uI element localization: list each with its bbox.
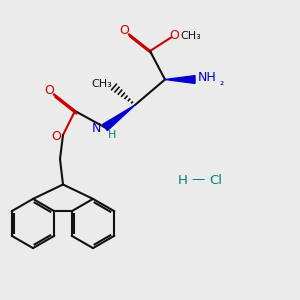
Text: Cl: Cl xyxy=(209,173,223,187)
Text: N: N xyxy=(92,122,101,135)
Text: O: O xyxy=(52,130,61,143)
Text: CH₃: CH₃ xyxy=(180,31,201,41)
Text: ₂: ₂ xyxy=(220,77,224,87)
Text: CH₃: CH₃ xyxy=(92,79,112,89)
Text: O: O xyxy=(120,24,129,38)
Text: H: H xyxy=(108,130,117,140)
Polygon shape xyxy=(165,76,195,83)
Text: H: H xyxy=(178,173,188,187)
Text: O: O xyxy=(170,28,179,42)
Text: NH: NH xyxy=(198,70,217,84)
Text: —: — xyxy=(191,173,205,187)
Polygon shape xyxy=(103,105,135,130)
Text: O: O xyxy=(45,84,54,98)
